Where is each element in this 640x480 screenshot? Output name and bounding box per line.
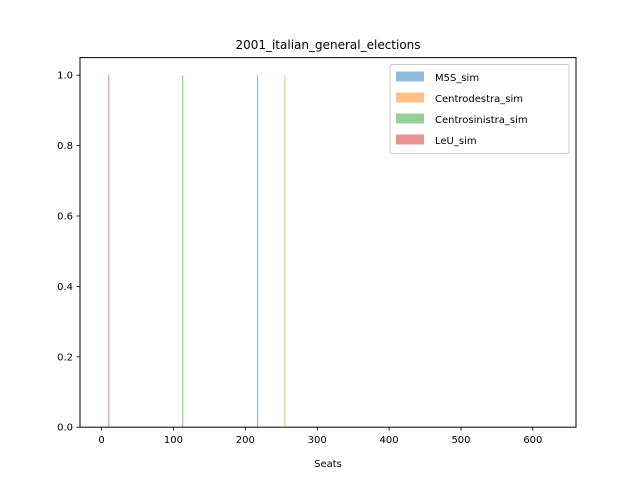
bar-M5S_sim [256, 75, 259, 428]
bar-Centrosinistra_sim [182, 75, 184, 428]
legend-label-Centrodestra_sim: Centrodestra_sim [435, 94, 523, 105]
legend-swatch-Centrodestra_sim [396, 92, 424, 103]
legend-label-LeU_sim: LeU_sim [435, 136, 477, 147]
x-axis-label: Seats [314, 459, 342, 470]
chart-title: 2001_italian_general_elections [235, 38, 420, 52]
x-tick-label: 600 [523, 435, 542, 446]
legend-swatch-M5S_sim [396, 71, 424, 82]
y-tick-label: 0.0 [57, 423, 73, 434]
x-tick-label: 200 [236, 435, 255, 446]
bar-Centrodestra_sim [284, 75, 286, 428]
legend-swatch-LeU_sim [396, 134, 424, 145]
x-tick-label: 400 [380, 435, 399, 446]
x-tick-label: 0 [98, 435, 104, 446]
x-axis: 0 100 200 300 400 500 600 [98, 427, 542, 446]
bars-layer [108, 75, 286, 428]
y-tick-label: 0.6 [57, 212, 73, 223]
bar-LeU_sim [108, 75, 110, 428]
plot-frame [79, 57, 577, 428]
legend-label-Centrosinistra_sim: Centrosinistra_sim [435, 115, 528, 126]
legend-frame [389, 64, 570, 154]
legend-label-M5S_sim: M5S_sim [435, 73, 479, 84]
x-tick-label: 100 [164, 435, 183, 446]
legend: M5S_sim Centrodestra_sim Centrosinistra_si… [389, 64, 570, 154]
y-tick-label: 0.4 [57, 282, 73, 293]
y-tick-label: 1.0 [57, 71, 73, 82]
x-tick-label: 300 [308, 435, 327, 446]
y-tick-label: 0.8 [57, 141, 73, 152]
legend-swatch-Centrosinistra_sim [396, 113, 424, 124]
y-axis: 0.0 0.2 0.4 0.6 0.8 1.0 [57, 71, 80, 434]
y-tick-label: 0.2 [57, 352, 73, 363]
x-tick-label: 500 [451, 435, 470, 446]
